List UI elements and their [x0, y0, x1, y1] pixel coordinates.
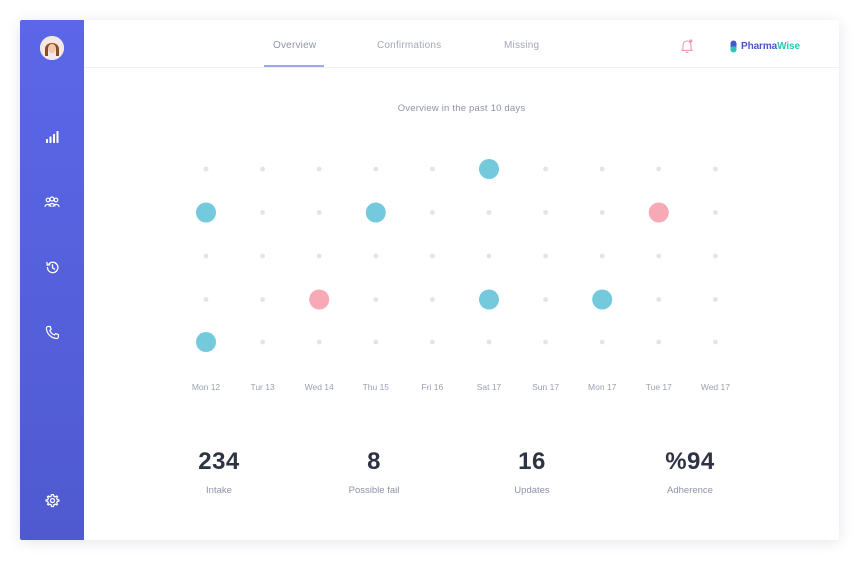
empty-dot — [656, 339, 662, 345]
day-label: Sat 17 — [477, 382, 502, 392]
empty-dot — [599, 339, 605, 345]
user-avatar[interactable] — [40, 36, 64, 60]
stat-value: 16 — [518, 448, 546, 475]
empty-dot — [430, 253, 435, 259]
empty-dot — [599, 166, 605, 172]
empty-dot — [713, 297, 718, 302]
empty-dot — [373, 339, 379, 345]
empty-dot — [430, 297, 435, 302]
empty-dot — [203, 253, 209, 259]
top-nav: Overview Confirmations Missing PharmaWis… — [84, 20, 839, 68]
active-tab-indicator — [264, 65, 324, 67]
empty-dot — [316, 253, 322, 259]
day-label: Wed 17 — [701, 382, 730, 392]
empty-dot — [203, 166, 209, 172]
dose-dot-confirmed[interactable] — [592, 289, 613, 310]
logo-text-pharma: Pharma — [741, 40, 778, 52]
users-icon[interactable] — [42, 192, 62, 212]
empty-dot — [430, 210, 435, 215]
tab-missing[interactable]: Missing — [504, 40, 540, 51]
dose-dot-missed[interactable] — [309, 289, 330, 310]
day-label: Thu 15 — [363, 382, 390, 392]
dose-dot-confirmed[interactable] — [196, 332, 216, 352]
dose-dot-confirmed[interactable] — [365, 202, 386, 223]
stat-possible-fail: 8 Possible fail — [304, 448, 444, 496]
empty-dot — [260, 253, 265, 259]
empty-dot — [316, 210, 322, 215]
stat-label: Adherence — [667, 485, 713, 496]
empty-dot — [543, 297, 548, 302]
day-label: Fri 16 — [422, 382, 444, 392]
empty-dot — [543, 210, 548, 215]
empty-dot — [656, 297, 662, 302]
stat-label: Intake — [206, 485, 232, 496]
stat-label: Possible fail — [348, 485, 400, 496]
empty-dot — [486, 339, 492, 345]
day-label: Mon 12 — [192, 382, 221, 392]
empty-dot — [599, 210, 605, 215]
app-card: Overview Confirmations Missing PharmaWis… — [20, 20, 839, 540]
empty-dot — [316, 339, 322, 345]
dose-dot-confirmed[interactable] — [196, 202, 216, 223]
empty-dot — [599, 253, 605, 259]
tab-overview[interactable]: Overview — [273, 40, 317, 51]
empty-dot — [373, 166, 379, 172]
empty-dot — [486, 210, 492, 215]
empty-dot — [203, 297, 209, 302]
dose-dot-missed[interactable] — [648, 202, 669, 223]
day-label: Mon 17 — [588, 382, 617, 392]
empty-dot — [430, 339, 435, 345]
dose-dot-confirmed[interactable] — [479, 289, 499, 310]
adherence-dot-chart: Mon 12 Tur 13 Wed 14 Thu 15 Fri 16 Sat 17 Sun … — [192, 159, 730, 392]
empty-dot — [656, 166, 662, 172]
empty-dot — [656, 253, 662, 259]
bell-icon[interactable] — [680, 38, 694, 54]
empty-dot — [260, 210, 265, 215]
dose-dot-confirmed[interactable] — [479, 159, 499, 179]
chart-title: Overview in the past 10 days — [397, 103, 526, 114]
empty-dot — [373, 253, 379, 259]
stat-intake: 234 Intake — [149, 448, 289, 496]
empty-dot — [260, 297, 265, 302]
pharmawise-logo[interactable]: PharmaWise — [730, 38, 800, 54]
stat-updates: 16 Updates — [462, 448, 602, 496]
day-label: Tue 17 — [646, 382, 672, 392]
empty-dot — [486, 253, 492, 259]
day-label: Wed 14 — [305, 382, 334, 392]
history-icon[interactable] — [42, 257, 62, 277]
stat-value: 234 — [198, 448, 240, 475]
empty-dot — [543, 166, 548, 172]
empty-dot — [373, 297, 379, 302]
sidebar — [20, 20, 84, 540]
day-label: Tur 13 — [250, 382, 275, 392]
empty-dot — [543, 339, 548, 345]
stat-value: %94 — [665, 448, 715, 475]
day-label: Sun 17 — [532, 382, 559, 392]
bar-chart-icon[interactable] — [42, 127, 62, 147]
stat-label: Updates — [514, 485, 550, 496]
empty-dot — [543, 253, 548, 259]
empty-dot — [260, 339, 265, 345]
empty-dot — [316, 166, 322, 172]
empty-dot — [713, 166, 718, 172]
logo-text-wise: Wise — [777, 40, 800, 52]
empty-dot — [713, 210, 718, 215]
stat-value: 8 — [367, 448, 381, 475]
pill-icon — [730, 40, 737, 52]
phone-icon[interactable] — [42, 322, 62, 342]
empty-dot — [713, 253, 718, 259]
empty-dot — [260, 166, 265, 172]
empty-dot — [430, 166, 435, 172]
settings-icon[interactable] — [42, 490, 62, 510]
stat-adherence: %94 Adherence — [620, 448, 760, 496]
empty-dot — [713, 339, 718, 345]
tab-confirmations[interactable]: Confirmations — [377, 40, 442, 51]
